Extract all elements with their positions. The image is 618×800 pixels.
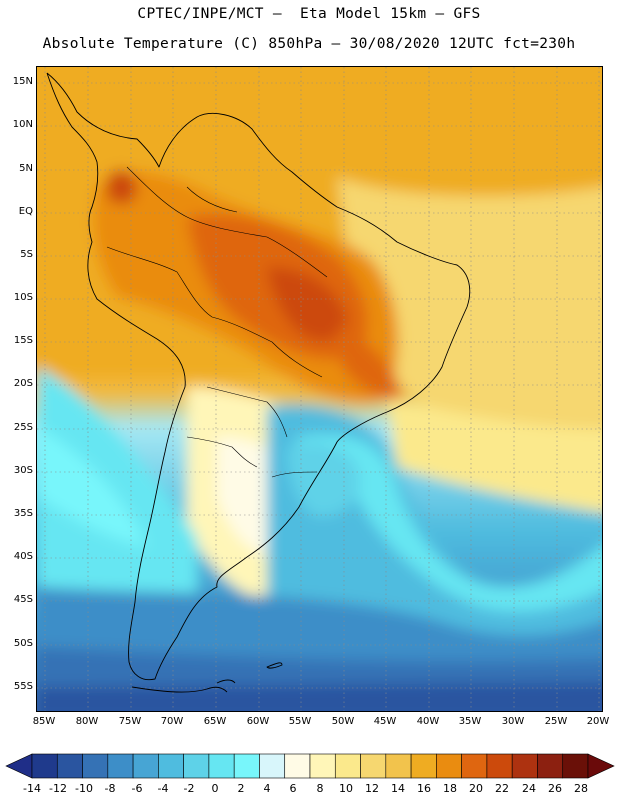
title-line-2: Absolute Temperature (C) 850hPa – 30/08/… (42, 36, 576, 52)
colorbar-cell (183, 753, 210, 779)
lat-label-5s: 5S (20, 249, 33, 260)
colorbar-cell (537, 753, 564, 779)
colorbar-label: -6 (131, 782, 143, 795)
lat-label-50s: 50S (13, 638, 33, 649)
lat-label-10s: 10S (13, 292, 33, 303)
colorbar-label: 26 (548, 782, 562, 795)
lon-label-45w: 45W (373, 716, 397, 727)
coastlines (46, 72, 471, 693)
colorbar-label: 2 (237, 782, 245, 795)
colorbar-cells (31, 753, 589, 779)
lon-label-80w: 80W (75, 716, 99, 727)
lon-label-40w: 40W (416, 716, 440, 727)
colorbar-label: 10 (339, 782, 353, 795)
colorbar-cell (562, 753, 589, 779)
lat-label-eq: EQ (18, 206, 33, 217)
colorbar-cell (233, 753, 260, 779)
colorbar-cell (360, 753, 387, 779)
lat-label-25s: 25S (13, 422, 33, 433)
colorbar-label: 8 (316, 782, 324, 795)
lat-label-10n: 10N (12, 119, 33, 130)
colorbar-cell (334, 753, 361, 779)
temperature-field (37, 67, 602, 711)
colorbar-label: 14 (391, 782, 405, 795)
map-svg (37, 67, 602, 711)
lon-label-55w: 55W (288, 716, 312, 727)
lat-label-20s: 20S (13, 378, 33, 389)
lat-label-55s: 55S (13, 681, 33, 692)
colorbar-label: -8 (104, 782, 116, 795)
colorbar-label: 0 (211, 782, 219, 795)
title-line-1: CPTEC/INPE/MCT – Eta Model 15km – GFS (137, 6, 481, 22)
colorbar-cell (107, 753, 134, 779)
colorbar-label: -2 (183, 782, 195, 795)
colorbar-cell (284, 753, 311, 779)
lat-label-40s: 40S (13, 551, 33, 562)
colorbar-cell (385, 753, 412, 779)
colorbar-cell (486, 753, 513, 779)
lon-label-35w: 35W (458, 716, 482, 727)
colorbar-cell (208, 753, 235, 779)
lon-label-70w: 70W (160, 716, 184, 727)
colorbar-cell (436, 753, 462, 779)
temperature-map (36, 66, 603, 712)
colorbar-label: 6 (289, 782, 297, 795)
colorbar-cell (461, 753, 488, 779)
colorbar-label: -4 (157, 782, 169, 795)
colorbar-label: 22 (495, 782, 509, 795)
colorbar-cell (511, 753, 538, 779)
country-borders (106, 166, 328, 478)
colorbar-label: 18 (443, 782, 457, 795)
lat-label-15n: 15N (12, 76, 33, 87)
lat-label-30s: 30S (13, 465, 33, 476)
colorbar-cell (158, 753, 184, 779)
colorbar-label: 16 (417, 782, 431, 795)
lon-label-20w: 20W (586, 716, 610, 727)
lon-label-50w: 50W (331, 716, 355, 727)
lon-label-65w: 65W (203, 716, 227, 727)
colorbar-cell (56, 753, 83, 779)
colorbar-label: 20 (469, 782, 483, 795)
colorbar-label: -10 (75, 782, 93, 795)
colorbar-low-arrow (5, 753, 33, 779)
colorbar-cell (82, 753, 109, 779)
lon-label-75w: 75W (118, 716, 142, 727)
lon-label-30w: 30W (501, 716, 525, 727)
colorbar-label: 28 (574, 782, 588, 795)
colorbar-label: -12 (49, 782, 67, 795)
colorbar-label: -14 (23, 782, 41, 795)
colorbar-cell (309, 753, 336, 779)
colorbar-cell (31, 753, 58, 779)
colorbar-label: 24 (522, 782, 536, 795)
colorbar-cell (410, 753, 437, 779)
colorbar-cell (132, 753, 159, 779)
lon-label-85w: 85W (32, 716, 56, 727)
lon-label-25w: 25W (544, 716, 568, 727)
lon-label-60w: 60W (246, 716, 270, 727)
colorbar-cell (259, 753, 286, 779)
lat-label-35s: 35S (13, 508, 33, 519)
lat-label-5n: 5N (19, 163, 33, 174)
graticule (37, 67, 602, 711)
colorbar-label: 12 (365, 782, 379, 795)
colorbar (5, 753, 615, 779)
lat-label-45s: 45S (13, 594, 33, 605)
lat-label-15s: 15S (13, 335, 33, 346)
colorbar-label: 4 (263, 782, 271, 795)
colorbar-high-arrow (587, 753, 615, 779)
